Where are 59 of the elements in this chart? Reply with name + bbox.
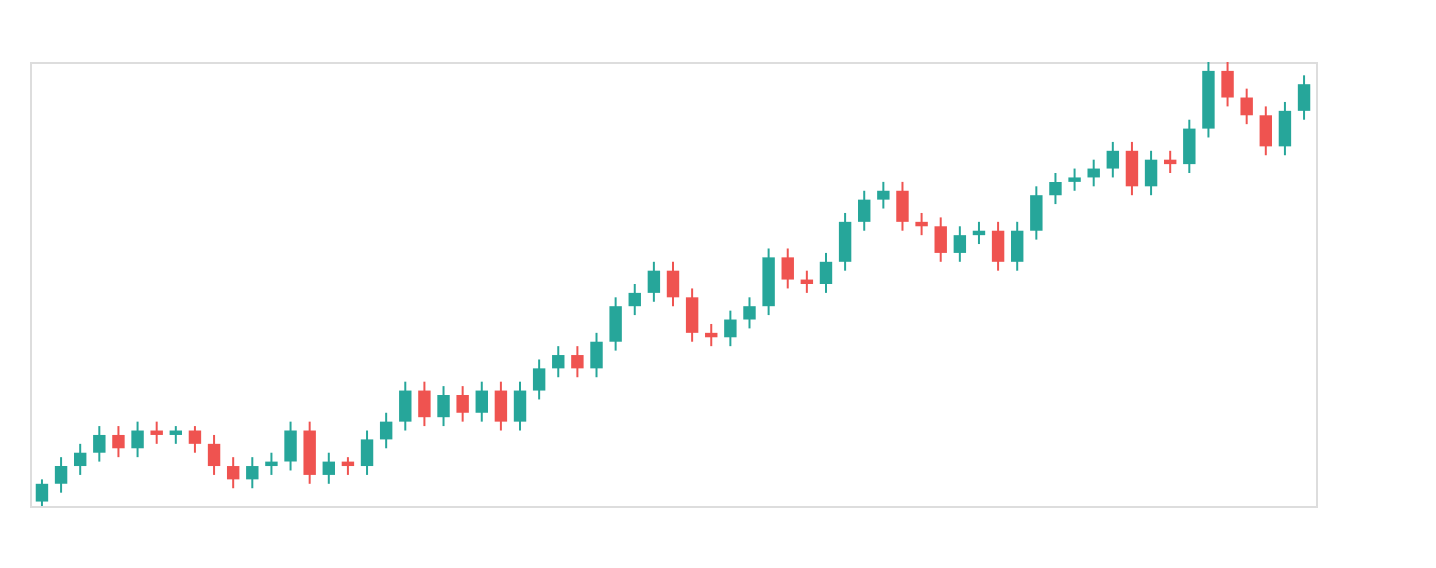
candlestick [934,216,947,263]
candlestick [552,345,565,379]
candlestick [781,247,794,290]
candlestick [877,180,890,210]
candlestick [456,385,469,423]
candlestick [953,225,967,263]
candlestick [513,380,527,432]
candlestick [1297,74,1311,121]
candlestick [1278,100,1292,157]
candlestick [73,442,87,476]
candlestick [399,380,412,432]
candlestick [1106,140,1120,179]
candlestick [590,331,603,379]
candlestick [1183,118,1196,174]
candlestick [494,380,508,432]
candlestick [1010,220,1024,272]
candlestick [647,260,661,303]
candlestick [418,380,431,428]
candlestick [819,251,833,294]
candlestick [915,211,928,237]
candlestick [991,220,1005,272]
candlestick [1259,105,1273,157]
candlestick [896,180,909,232]
candlestick [1087,158,1100,188]
candlestick [131,420,144,459]
candlestick [93,425,106,463]
candlestick [54,456,68,494]
candlestick [360,429,374,476]
candlestick [609,296,622,352]
candlestick [1240,87,1253,126]
candlestick [1144,149,1158,197]
candlestick [571,345,584,379]
candlestick [303,420,316,485]
candlestick [207,433,221,476]
candlestick [284,420,297,472]
candlestick [35,478,49,507]
candlestick [743,296,756,330]
candlestick [1221,61,1234,108]
candlestick [150,420,163,445]
candlestick [858,189,871,232]
candlestick [685,287,699,343]
candlestick [1030,185,1043,241]
candlestick [246,456,259,490]
candlestick [666,260,680,308]
candlestick [379,411,393,450]
candlestick [226,456,240,490]
candlestick [475,380,488,423]
candlestick [724,309,737,348]
candlestick [188,425,202,454]
candlestick [112,425,125,459]
candlestick [838,211,852,272]
candlestick [1049,172,1062,206]
candlestick [1125,140,1139,197]
candlestick [265,451,278,476]
candlestick [628,283,641,317]
candlestick [437,385,450,428]
candlestick [532,358,546,401]
candlestick [322,451,336,485]
candlestick [1068,167,1081,192]
